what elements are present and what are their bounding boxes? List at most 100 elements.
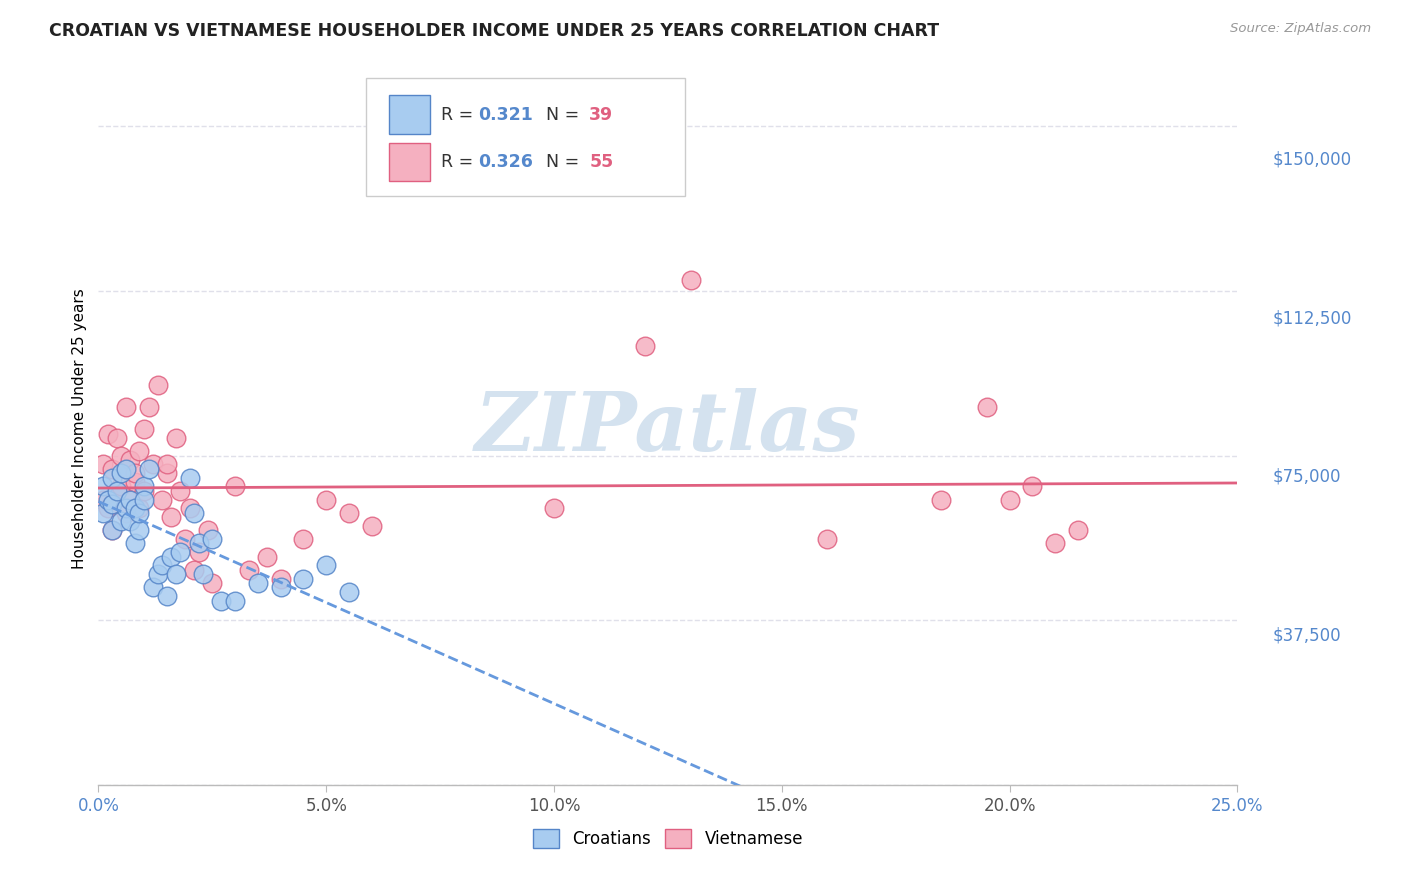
Point (160, 510, 183, 524)
Point (114, 462, 136, 476)
Text: R =: R = (441, 153, 479, 171)
Point (101, 497, 124, 511)
Point (132, 422, 155, 436)
Point (179, 470, 201, 484)
Point (634, 339, 657, 353)
Point (120, 515, 142, 529)
Point (91, 492, 114, 507)
Point (815, 532, 838, 546)
Point (128, 506, 150, 520)
Point (128, 501, 150, 516)
Point (174, 532, 197, 546)
Point (146, 567, 169, 582)
Text: 55: 55 (589, 153, 613, 171)
Text: $150,000: $150,000 (1272, 151, 1351, 169)
Point (360, 519, 382, 533)
Point (110, 449, 132, 463)
Point (337, 506, 360, 520)
Point (165, 567, 187, 582)
Point (246, 576, 269, 591)
Point (315, 558, 337, 573)
Point (132, 483, 155, 498)
Point (96, 426, 118, 441)
Y-axis label: Householder Income Under 25 years: Householder Income Under 25 years (72, 288, 87, 568)
Point (138, 401, 160, 415)
Text: R =: R = (441, 105, 479, 124)
Text: Source: ZipAtlas.com: Source: ZipAtlas.com (1230, 22, 1371, 36)
Point (101, 497, 124, 511)
Point (120, 453, 142, 467)
Point (193, 567, 215, 582)
Point (1067, 523, 1090, 537)
Point (91, 458, 114, 472)
Point (124, 501, 146, 516)
Point (132, 479, 155, 493)
Text: ZIPatlas: ZIPatlas (475, 388, 860, 468)
FancyBboxPatch shape (389, 143, 430, 181)
Text: CROATIAN VS VIETNAMESE HOUSEHOLDER INCOME UNDER 25 YEARS CORRELATION CHART: CROATIAN VS VIETNAMESE HOUSEHOLDER INCOM… (49, 22, 939, 40)
Point (976, 401, 998, 415)
Text: 39: 39 (589, 105, 613, 124)
Point (156, 466, 179, 480)
Point (197, 523, 219, 537)
Point (105, 483, 128, 498)
Point (142, 458, 165, 472)
Point (292, 532, 315, 546)
Point (114, 506, 136, 520)
Point (124, 536, 146, 550)
Point (998, 492, 1021, 507)
Point (187, 536, 209, 550)
Point (101, 462, 124, 476)
Point (256, 549, 278, 564)
Point (224, 593, 246, 607)
FancyBboxPatch shape (389, 95, 430, 134)
Point (165, 431, 187, 445)
Point (91, 506, 114, 520)
Point (120, 492, 142, 507)
Point (114, 501, 136, 516)
Text: 0.321: 0.321 (478, 105, 533, 124)
Point (132, 492, 155, 507)
Point (187, 545, 209, 559)
Point (156, 589, 179, 603)
Point (150, 492, 173, 507)
Text: $37,500: $37,500 (1272, 626, 1341, 644)
Point (160, 549, 183, 564)
Point (179, 501, 201, 516)
Point (114, 462, 136, 476)
Point (183, 506, 205, 520)
Point (183, 563, 205, 577)
Point (128, 444, 150, 458)
Point (201, 532, 224, 546)
Point (101, 523, 124, 537)
Point (105, 483, 128, 498)
Point (146, 378, 169, 392)
Point (315, 492, 337, 507)
Point (169, 483, 191, 498)
Point (110, 466, 132, 480)
Point (138, 462, 160, 476)
Point (105, 431, 128, 445)
Point (1021, 479, 1043, 493)
Point (270, 580, 292, 594)
Text: $112,500: $112,500 (1272, 310, 1351, 327)
Text: N =: N = (534, 153, 585, 171)
Point (101, 523, 124, 537)
Point (101, 470, 124, 484)
Point (150, 558, 173, 573)
Legend: Croatians, Vietnamese: Croatians, Vietnamese (526, 822, 810, 855)
Point (543, 501, 565, 516)
Point (124, 475, 146, 489)
Point (270, 572, 292, 586)
Text: N =: N = (534, 105, 585, 124)
Text: $75,000: $75,000 (1272, 468, 1341, 486)
Point (209, 593, 232, 607)
Point (292, 572, 315, 586)
Point (110, 515, 132, 529)
Point (124, 466, 146, 480)
Point (238, 563, 260, 577)
Point (679, 273, 702, 287)
Point (201, 576, 224, 591)
Point (96, 492, 118, 507)
Point (224, 479, 246, 493)
